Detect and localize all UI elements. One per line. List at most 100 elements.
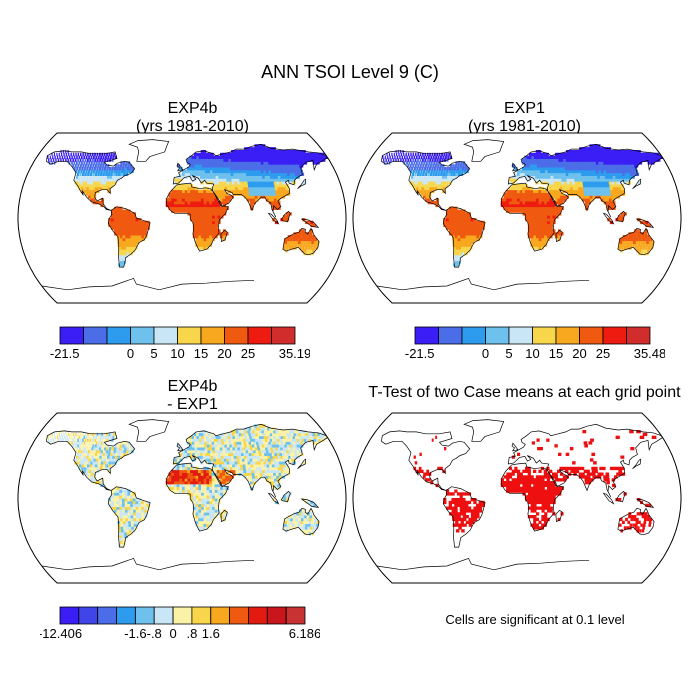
grid-cell: [631, 164, 636, 168]
grid-cell: [217, 483, 221, 488]
grid-cell: [292, 237, 296, 242]
grid-cell: [237, 169, 242, 174]
grid-cell: [209, 164, 213, 168]
grid-cell: [251, 189, 255, 193]
grid-cell: [104, 158, 107, 162]
grid-cell: [291, 432, 296, 437]
grid-cell: [211, 512, 215, 516]
grid-cell: [262, 472, 266, 476]
grid-cell: [272, 189, 277, 193]
grid-cell: [193, 432, 197, 437]
grid-cell: [527, 178, 531, 182]
grid-cell: [600, 152, 605, 157]
grid-cell: [264, 438, 269, 442]
grid-cell: [125, 515, 129, 519]
grid-cell: [99, 438, 102, 442]
grid-cell: [265, 181, 270, 185]
grid-cell: [293, 175, 298, 179]
grid-cell: [572, 169, 577, 174]
grid-cell: [208, 155, 212, 159]
grid-cell: [195, 220, 199, 225]
grid-cell: [127, 492, 131, 496]
grid-cell: [107, 186, 111, 191]
grid-cell: [194, 444, 198, 448]
grid-cell: [599, 164, 604, 168]
grid-cell: [202, 455, 206, 459]
grid-cell: [113, 181, 117, 185]
grid-cell: [123, 243, 127, 247]
grid-cell: [200, 175, 204, 179]
grid-cell: [467, 212, 471, 216]
grid-cell: [89, 452, 92, 456]
grid-cell: [300, 517, 304, 522]
grid-cell: [543, 520, 547, 524]
grid-cell: [219, 186, 223, 191]
grid-cell: [205, 452, 209, 456]
grid-cell: [620, 161, 625, 165]
grid-cell: [124, 534, 128, 539]
grid-cell: [93, 161, 96, 165]
grid-cell: [250, 486, 254, 490]
grid-cell: [277, 184, 281, 188]
grid-cell: [445, 172, 448, 176]
grid-cell: [124, 223, 128, 227]
grid-cell: [100, 155, 103, 159]
grid-cell: [541, 232, 545, 236]
grid-cell: [125, 441, 128, 445]
grid-cell: [604, 152, 609, 157]
grid-cell: [586, 172, 590, 176]
grid-cell: [242, 464, 247, 468]
grid-cell: [171, 201, 175, 205]
grid-cell: [517, 189, 521, 193]
grid-cell: [549, 189, 553, 193]
grid-cell: [218, 175, 222, 179]
grid-cell: [557, 232, 561, 236]
grid-cell: [600, 161, 605, 165]
grid-cell: [619, 517, 623, 522]
grid-cell: [590, 167, 594, 171]
grid-cell: [122, 537, 126, 541]
grid-cell: [87, 172, 90, 176]
grid-cell: [203, 243, 207, 247]
grid-cell: [423, 178, 426, 182]
grid-cell: [563, 175, 567, 179]
grid-cell: [80, 441, 83, 445]
grid-cell: [476, 237, 480, 242]
grid-cell: [466, 243, 470, 247]
grid-cell: [195, 520, 199, 524]
grid-cell: [456, 212, 461, 216]
grid-cell: [644, 237, 647, 242]
grid-cell: [573, 161, 578, 165]
grid-cell: [217, 172, 222, 176]
grid-cell: [309, 235, 313, 239]
grid-cell: [210, 432, 214, 437]
grid-cell: [203, 232, 207, 236]
grid-cell: [566, 164, 571, 168]
grid-cell: [247, 461, 252, 465]
grid-cell: [138, 235, 142, 239]
grid-cell: [447, 175, 450, 179]
grid-cell: [113, 169, 116, 174]
grid-cell: [265, 167, 269, 171]
grid-cell: [592, 167, 597, 171]
grid-cell: [558, 178, 563, 182]
grid-cell: [594, 155, 598, 159]
grid-cell: [600, 198, 605, 202]
grid-cell: [249, 164, 253, 168]
grid-cell: [77, 438, 79, 442]
grid-cell: [239, 447, 244, 451]
grid-cell: [281, 432, 286, 437]
grid-cell: [533, 520, 537, 524]
grid-cell: [122, 489, 126, 493]
grid-cell: [127, 215, 131, 219]
grid-cell: [268, 458, 272, 462]
grid-cell: [267, 432, 272, 437]
grid-cell: [648, 243, 651, 247]
grid-cell: [608, 195, 612, 199]
grid-cell: [454, 209, 458, 213]
grid-cell: [78, 441, 81, 445]
grid-cell: [51, 441, 53, 445]
grid-cell: [269, 455, 274, 459]
grid-cell: [98, 481, 101, 485]
grid-cell: [201, 444, 206, 448]
